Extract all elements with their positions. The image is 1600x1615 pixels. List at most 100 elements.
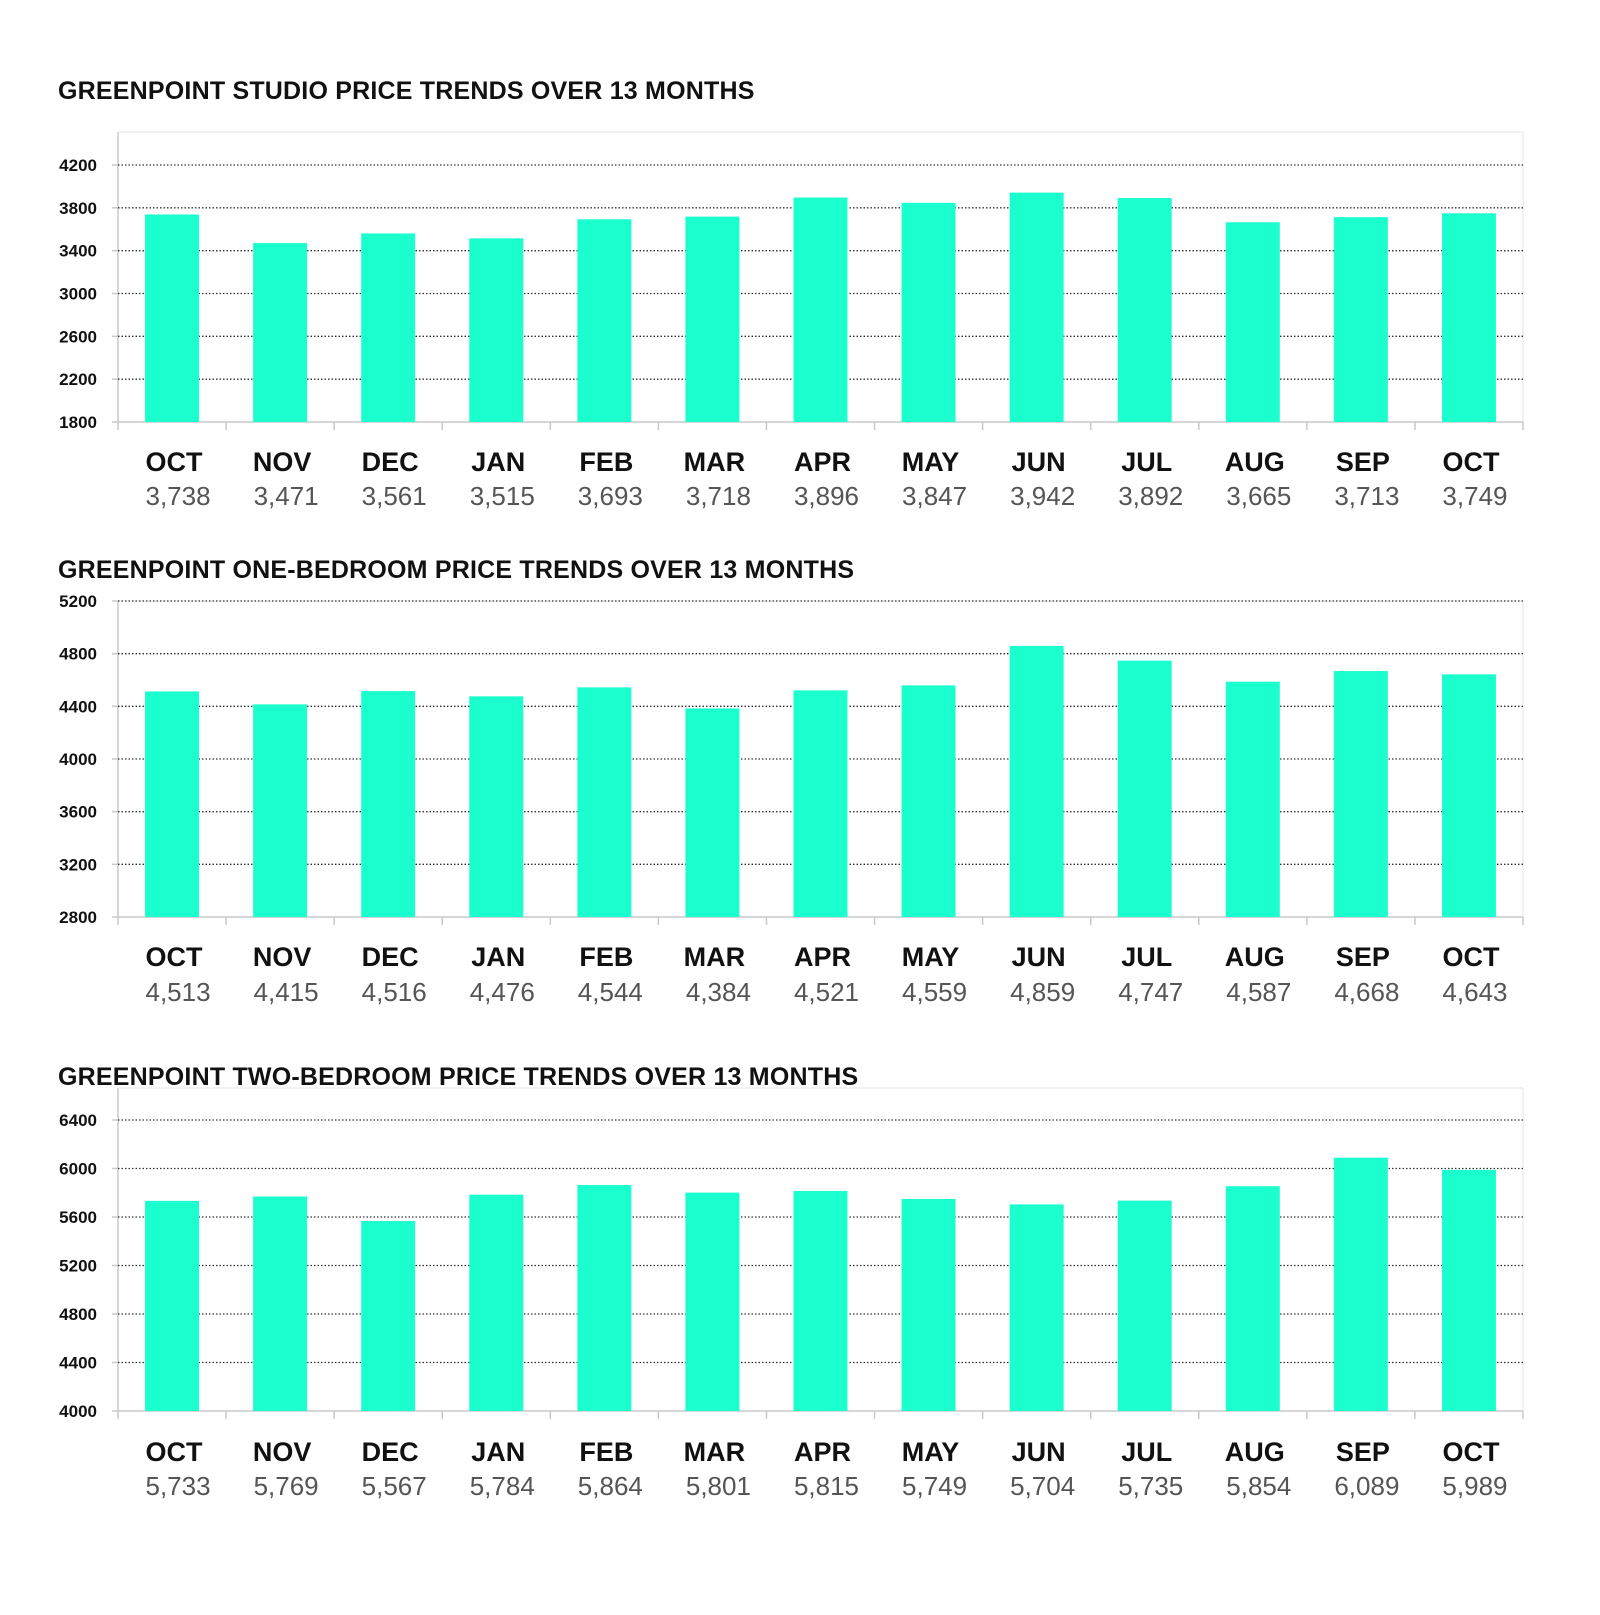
bar (1009, 645, 1064, 917)
x-tick-label: OCT (1442, 942, 1500, 972)
data-label: 3,738 (145, 481, 210, 511)
data-label: 4,643 (1442, 977, 1507, 1007)
chart-title: GREENPOINT ONE-BEDROOM PRICE TRENDS OVER… (58, 556, 855, 584)
chart-title: GREENPOINT STUDIO PRICE TRENDS OVER 13 M… (58, 77, 755, 105)
x-tick-label: MAY (902, 942, 960, 972)
data-label: 3,718 (686, 481, 751, 511)
bar (577, 687, 632, 917)
bar (577, 219, 632, 422)
data-label: 3,665 (1226, 481, 1291, 511)
bar (901, 1198, 956, 1411)
x-tick-label: OCT (146, 447, 204, 477)
bar (253, 243, 308, 422)
x-tick-label: APR (794, 942, 851, 972)
data-label: 4,384 (686, 977, 751, 1007)
data-label: 4,544 (578, 977, 643, 1007)
y-tick-label: 3600 (59, 803, 97, 822)
x-tick-label: MAY (902, 1437, 960, 1467)
x-tick-label: MAY (902, 447, 960, 477)
bar (253, 1196, 308, 1411)
data-label: 4,521 (794, 977, 859, 1007)
data-label: 3,749 (1442, 481, 1507, 511)
x-tick-label: DEC (362, 942, 419, 972)
chart-title: GREENPOINT TWO-BEDROOM PRICE TRENDS OVER… (58, 1063, 859, 1091)
y-tick-label: 1800 (59, 413, 97, 432)
y-tick-label: 4800 (59, 645, 97, 664)
data-label: 5,864 (578, 1471, 643, 1501)
bar (1117, 1200, 1172, 1411)
bar (361, 233, 416, 422)
data-label: 4,668 (1334, 977, 1399, 1007)
y-tick-label: 4000 (59, 750, 97, 769)
bar (1225, 222, 1280, 422)
bar (1117, 660, 1172, 917)
bar (793, 690, 848, 917)
data-label: 3,471 (254, 481, 319, 511)
x-tick-label: JUL (1121, 447, 1172, 477)
bar (1009, 1204, 1064, 1411)
bar (145, 1200, 200, 1411)
bar (361, 1221, 416, 1411)
x-tick-label: APR (794, 1437, 851, 1467)
bar (1225, 681, 1280, 917)
data-label: 3,896 (794, 481, 859, 511)
y-tick-label: 6400 (59, 1111, 97, 1130)
x-tick-label: SEP (1336, 942, 1390, 972)
x-tick-label: JAN (471, 942, 525, 972)
bar (469, 238, 524, 422)
data-label: 5,704 (1010, 1471, 1075, 1501)
bar (1225, 1186, 1280, 1411)
x-tick-label: DEC (362, 447, 419, 477)
x-tick-label: JUL (1121, 1437, 1172, 1467)
data-label: 4,859 (1010, 977, 1075, 1007)
two-bedroom-bar-chart: 4000 4400 4800 5200 5600 6000 6400 OCT 5,733 NOV 5… (59, 1087, 1524, 1501)
x-tick-label: NOV (253, 447, 312, 477)
bar (469, 696, 524, 917)
x-tick-label: MAR (684, 1437, 746, 1467)
bar (1117, 197, 1172, 422)
y-tick-label: 3400 (59, 242, 97, 261)
x-tick-label: AUG (1225, 942, 1285, 972)
bar (685, 216, 740, 422)
bar (685, 708, 740, 917)
x-tick-label: AUG (1225, 447, 1285, 477)
x-tick-label: FEB (579, 1437, 633, 1467)
data-label: 4,559 (902, 977, 967, 1007)
data-label: 5,801 (686, 1471, 751, 1501)
bar (361, 691, 416, 917)
bar (469, 1194, 524, 1411)
x-tick-label: FEB (579, 942, 633, 972)
bar (1009, 192, 1064, 422)
bar (793, 197, 848, 422)
data-label: 3,515 (470, 481, 535, 511)
y-tick-label: 2800 (59, 908, 97, 927)
x-tick-label: SEP (1336, 1437, 1390, 1467)
x-tick-label: OCT (1442, 1437, 1500, 1467)
y-tick-label: 3200 (59, 855, 97, 874)
x-tick-label: OCT (146, 1437, 204, 1467)
x-tick-label: JAN (471, 1437, 525, 1467)
bar (145, 214, 200, 422)
data-label: 5,769 (254, 1471, 319, 1501)
bar (1441, 213, 1496, 422)
y-tick-label: 6000 (59, 1160, 97, 1179)
x-tick-label: NOV (253, 1437, 312, 1467)
data-label: 4,415 (254, 977, 319, 1007)
data-label: 4,747 (1118, 977, 1183, 1007)
y-tick-label: 4000 (59, 1402, 97, 1421)
x-tick-label: AUG (1225, 1437, 1285, 1467)
x-tick-label: OCT (1442, 447, 1500, 477)
x-tick-label: APR (794, 447, 851, 477)
data-label: 5,989 (1442, 1471, 1507, 1501)
data-label: 5,735 (1118, 1471, 1183, 1501)
one-bedroom-bar-chart: 2800 3200 3600 4000 4400 4800 5200 OCT 4,513 NOV 4… (59, 592, 1524, 1007)
y-tick-label: 5200 (59, 1257, 97, 1276)
y-tick-label: 2200 (59, 370, 97, 389)
data-label: 4,476 (470, 977, 535, 1007)
bar (253, 704, 308, 917)
data-label: 5,733 (145, 1471, 210, 1501)
studio-bar-chart: 1800 2200 2600 3000 3400 3800 4200 OCT 3,738 NOV 3… (59, 131, 1524, 511)
data-label: 4,516 (362, 977, 427, 1007)
x-tick-label: JAN (471, 447, 525, 477)
x-tick-label: FEB (579, 447, 633, 477)
